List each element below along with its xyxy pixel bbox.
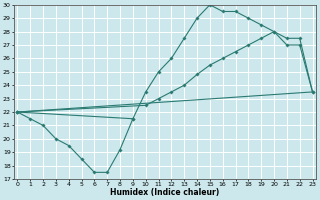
X-axis label: Humidex (Indice chaleur): Humidex (Indice chaleur): [110, 188, 220, 197]
